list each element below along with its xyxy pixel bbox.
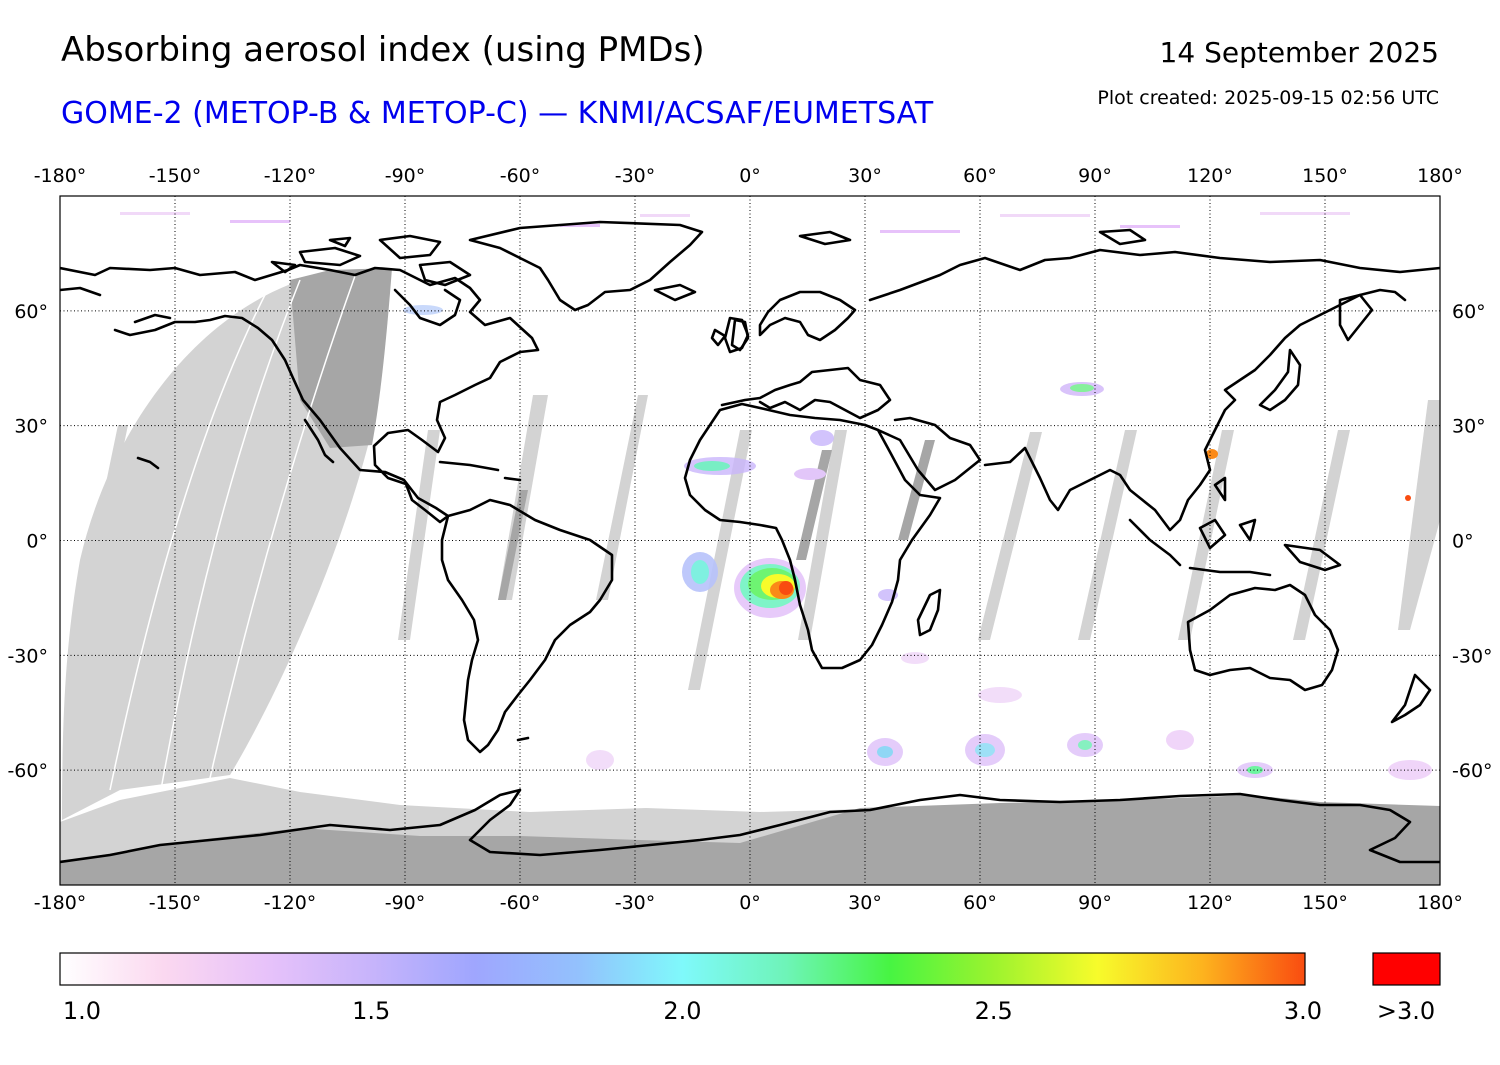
right-latitude-labels: 60° 30° 0° -30° -60° [1452,301,1493,782]
hudson-bay [393,288,462,327]
left-latitude-labels: 60° 30° 0° -30° -60° [7,301,48,782]
lon-tick-label-top: -120° [264,165,317,187]
madagascar [916,588,942,637]
lon-tick-label-bottom: -60° [500,892,541,914]
lat-tick-label-right: 60° [1452,301,1486,323]
lon-tick-label-bottom: 120° [1187,892,1233,914]
falklands [516,736,530,742]
lon-tick-label-bottom: 60° [963,892,997,914]
lat-tick-label-left: -60° [7,760,48,782]
colorbar-tick-label: 3.0 [1284,997,1322,1025]
bottom-longitude-labels: -180° -150° -120° -90° -60° -30° 0° 30° 60° 90° 12… [34,892,1463,914]
lon-tick-label-bottom: -90° [385,892,426,914]
southern-africa-smoke-plume [682,552,898,618]
lon-tick-label-bottom: -180° [34,892,87,914]
map-frame [59,195,1441,886]
north-america-coast [60,263,540,524]
southern-ocean-patches [586,652,1432,780]
colorbar-gradient [59,952,1306,986]
lon-tick-label-bottom: 0° [739,892,761,914]
lat-tick-label-right: 30° [1452,416,1486,438]
lat-tick-label-left: 0° [26,531,48,553]
lon-tick-label-bottom: 90° [1078,892,1112,914]
colorbar-tick-label: 2.0 [663,997,701,1025]
lon-tick-label-top: 30° [848,165,882,187]
caribbean-islands [438,460,522,482]
alaska-peninsula [60,286,172,324]
colorbar: 1.0 1.5 2.0 2.5 3.0 >3.0 [59,952,1441,1025]
colorbar-tick-label: 1.5 [352,997,390,1025]
lon-tick-label-top: -180° [34,165,87,187]
lat-tick-label-left: 60° [14,301,48,323]
british-isles [730,318,750,352]
greenland-coast [468,220,704,312]
arctic-noise [120,212,1350,233]
graticule [60,196,1440,885]
europe-coast [710,290,892,420]
south-america-coast [440,498,614,754]
indonesia-islands [1128,476,1342,577]
lon-tick-label-top: 180° [1417,165,1463,187]
lon-tick-label-bottom: -150° [149,892,202,914]
top-longitude-labels: -180° -150° -120° -90° -60° -30° 0° 30° 60° 90° 12… [34,165,1463,187]
map-subtitle: GOME-2 (METOP-B & METOP-C) — KNMI/ACSAF/… [61,96,934,131]
lon-tick-label-bottom: 150° [1302,892,1348,914]
hawaii [136,456,160,470]
baja-california [303,418,335,464]
map-date: 14 September 2025 [1159,36,1439,69]
coastlines [60,220,1440,864]
lon-tick-label-top: -30° [615,165,656,187]
map-title: Absorbing aerosol index (using PMDs) [61,30,705,70]
lon-tick-label-bottom: 180° [1417,892,1463,914]
svalbard [798,228,1147,246]
lon-tick-label-top: -60° [500,165,541,187]
kamchatka [1338,293,1374,342]
australia-coast [1186,583,1340,692]
colorbar-tick-label: 1.0 [63,997,101,1025]
arabia-coast [876,416,982,492]
colorbar-over-label: >3.0 [1377,997,1435,1025]
lon-tick-label-top: -150° [149,165,202,187]
lon-tick-label-top: 60° [963,165,997,187]
sahara-dust-plume [684,430,834,480]
lon-tick-label-bottom: -30° [615,892,656,914]
lon-tick-label-bottom: -120° [264,892,317,914]
lat-tick-label-left: 30° [14,416,48,438]
aerosol-plumes [120,212,1432,780]
lon-tick-label-top: 120° [1187,165,1233,187]
plot-created-timestamp: Plot created: 2025-09-15 02:56 UTC [1097,87,1439,109]
lat-tick-label-right: -30° [1452,645,1493,667]
polar-night-dark-band [290,268,392,448]
lat-tick-label-left: -30° [7,645,48,667]
lon-tick-label-bottom: 30° [848,892,882,914]
map-content [60,196,1440,885]
antarctic-dark-no-data [60,795,1440,885]
antarctica-coast [60,788,1440,864]
asia-coast [868,248,1440,532]
new-zealand [1390,673,1432,724]
lat-tick-label-right: -60° [1452,760,1493,782]
iceland [653,283,697,302]
orbit-gap-line [109,284,271,791]
colorbar-over-swatch [1372,952,1441,986]
colorbar-tick-label: 2.5 [975,997,1013,1025]
orbit-gap-line [204,275,356,801]
lon-tick-label-top: -90° [385,165,426,187]
africa-coast [683,402,942,670]
lat-tick-label-right: 0° [1452,531,1474,553]
lon-tick-label-top: 0° [739,165,761,187]
lon-tick-label-top: 90° [1078,165,1112,187]
canadian-arctic-islands [270,234,472,287]
lon-tick-label-top: 150° [1302,165,1348,187]
japan [1258,348,1302,412]
